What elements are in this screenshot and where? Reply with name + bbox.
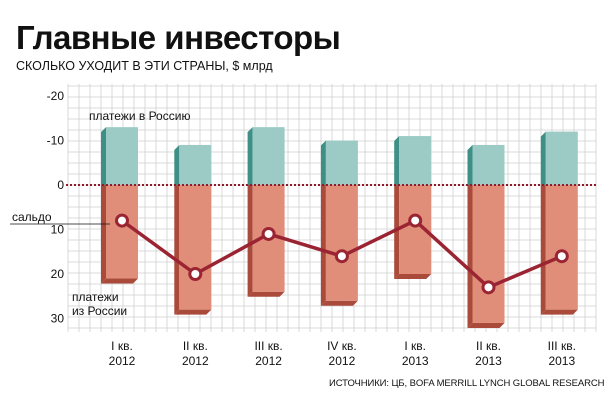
balance-point [334,249,349,264]
x-tick-label: I кв. [111,339,133,353]
bar-in [252,127,285,185]
bar-out [545,185,578,310]
balance-point [408,213,423,228]
x-tick-label-year: 2013 [402,354,429,368]
bar-out-side [247,185,253,297]
bar-out-bottom [320,300,358,306]
bar-out-bottom [101,278,138,284]
bar-out-side [174,185,180,315]
bar-in-side [467,144,473,185]
y-tick-label: 20 [51,267,65,281]
y-tick-label: 30 [51,312,65,326]
bar-out-bottom [247,291,285,297]
x-tick-label-year: 2012 [109,354,136,368]
balance-line [10,213,569,295]
bar-out-bottom [540,309,578,315]
annotations: платежи в Россию платежи из России сальд… [12,109,190,318]
y-tick-label: -10 [47,134,65,148]
y-tick-label: -20 [47,89,65,103]
bar-in-side [101,127,106,185]
source-note: ИСТОЧНИКИ: ЦБ, BOFA MERRILL LYNCH GLOBAL… [329,378,605,389]
bar-out [472,185,505,323]
balance-point [554,249,569,264]
x-tick-label: II кв. [476,339,501,353]
label-payments-out-line2: из России [72,304,127,318]
x-tick-label-year: 2013 [548,354,575,368]
bar-in [325,140,358,185]
bar-in [399,136,432,185]
balance-point [481,280,496,295]
bar-in [545,131,578,185]
y-axis: -20 -10 0 10 20 30 [47,89,65,326]
bar-out-side [540,185,546,315]
y-tick-label: 10 [51,223,65,237]
bar-out-side [394,185,400,279]
chart-title: Главные инвесторы [16,19,341,56]
x-tick-label: III кв. [254,339,282,353]
bar-out-bottom [467,322,505,328]
bar-out-side [101,185,106,284]
bar-in-side [174,144,180,185]
y-tick-label: 0 [57,178,64,192]
x-tick-label: II кв. [183,339,208,353]
balance-point [115,213,129,228]
bar-out [325,185,358,301]
bar-in [106,127,138,185]
label-balance: сальдо [12,210,52,224]
x-tick-label: IV кв. [327,339,357,353]
bar-out-side [320,185,326,306]
balance-point [261,226,276,241]
bar-out [106,185,138,279]
x-tick-label-year: 2012 [182,354,209,368]
bar-out [179,185,212,310]
bar-in-side [540,131,546,185]
bar-in-side [247,127,253,185]
balance-point [188,267,203,281]
bar-out-bottom [394,274,432,279]
bar-in [179,144,212,185]
x-tick-label: III кв. [548,339,576,353]
x-tick-label-year: 2012 [255,354,282,368]
bar-in [472,144,505,185]
label-payments-in: платежи в Россию [89,109,190,123]
x-tick-label-year: 2013 [475,354,502,368]
x-tick-label-year: 2012 [329,354,356,368]
bar-in-side [394,136,400,185]
chart-subtitle: СКОЛЬКО УХОДИТ В ЭТИ СТРАНЫ, $ млрд [16,59,273,73]
x-tick-label: I кв. [404,339,426,353]
bar-out-bottom [174,309,212,315]
bar-out-side [467,185,473,328]
bar-in-side [320,140,326,185]
label-payments-out-line1: платежи [72,290,119,304]
bars [101,127,578,328]
